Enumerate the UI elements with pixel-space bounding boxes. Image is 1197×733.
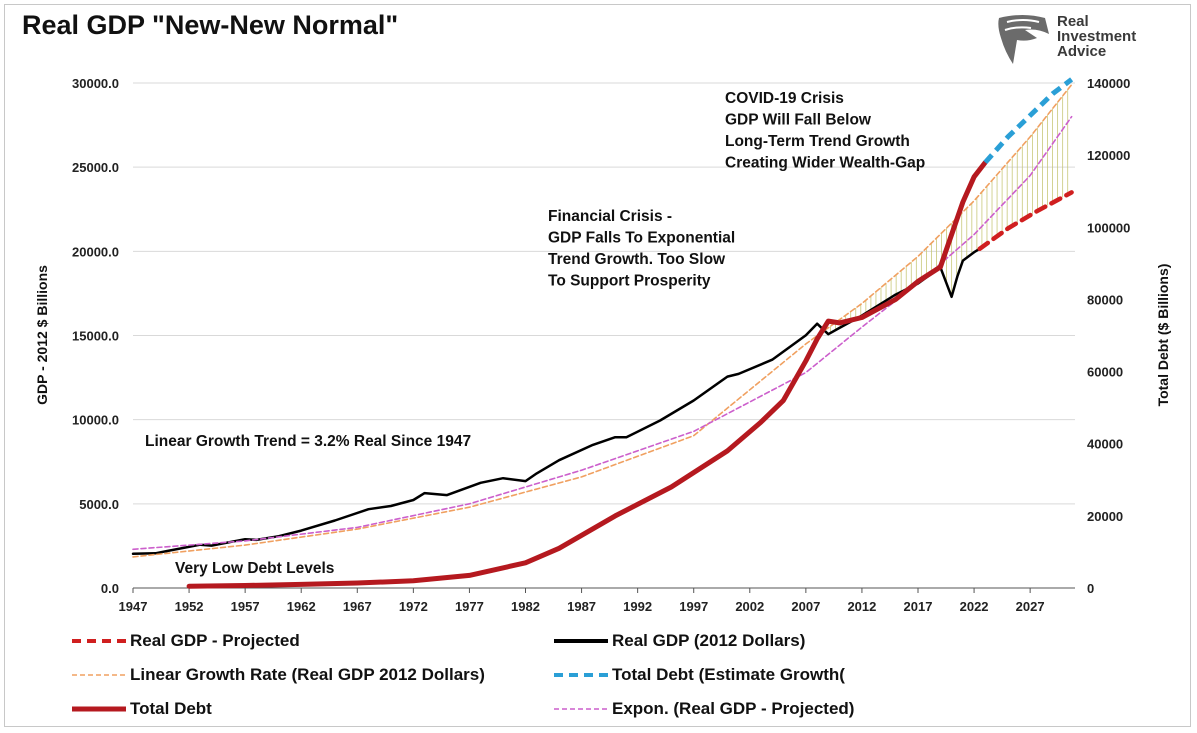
legend-swatch bbox=[72, 639, 126, 643]
series-line-real-gdp-2012-dollars bbox=[131, 247, 981, 556]
annotation-financial: Trend Growth. Too Slow bbox=[548, 251, 726, 268]
y-right-tick-label: 60000 bbox=[1087, 365, 1123, 380]
y-left-tick-label: 25000.0 bbox=[72, 160, 119, 175]
chart-title: Real GDP "New-New Normal" bbox=[22, 10, 399, 40]
legend-swatch bbox=[72, 674, 126, 676]
y-right-tick-label: 80000 bbox=[1087, 292, 1123, 307]
y-right-tick-label: 100000 bbox=[1087, 220, 1130, 235]
x-tick-label: 1987 bbox=[567, 599, 596, 614]
x-tick-label: 2002 bbox=[735, 599, 764, 614]
logo-line-2: Investment bbox=[1057, 28, 1137, 45]
x-tick-label: 2007 bbox=[791, 599, 820, 614]
legend-label: Linear Growth Rate (Real GDP 2012 Dollar… bbox=[130, 665, 485, 684]
legend-swatch bbox=[72, 706, 126, 712]
y-left-tick-label: 15000.0 bbox=[72, 329, 119, 344]
legend-item: Real GDP (2012 Dollars) bbox=[552, 628, 805, 654]
x-tick-label: 2012 bbox=[847, 599, 876, 614]
annotation-financial: GDP Falls To Exponential bbox=[548, 230, 735, 247]
y-right-tick-label: 140000 bbox=[1087, 76, 1130, 91]
legend-swatch bbox=[554, 673, 608, 677]
logo-text: Real Investment Advice bbox=[1057, 14, 1136, 59]
legend-label: Total Debt (Estimate Growth( bbox=[612, 665, 845, 684]
x-tick-label: 2022 bbox=[960, 599, 989, 614]
legend-item: Real GDP - Projected bbox=[70, 628, 300, 654]
legend-swatch bbox=[554, 639, 608, 643]
x-tick-label: 2017 bbox=[904, 599, 933, 614]
legend-label: Total Debt bbox=[130, 699, 212, 718]
legend-item: Linear Growth Rate (Real GDP 2012 Dollar… bbox=[70, 662, 485, 688]
annotation-debt: Very Low Debt Levels bbox=[175, 560, 334, 577]
legend-label: Real GDP (2012 Dollars) bbox=[612, 631, 806, 650]
series-line-total-debt-estimate-growth bbox=[983, 77, 1074, 165]
eagle-head-icon bbox=[998, 15, 1049, 64]
x-tick-label: 1947 bbox=[119, 599, 148, 614]
legend-label: Real GDP - Projected bbox=[130, 631, 300, 650]
legend-label: Expon. (Real GDP - Projected) bbox=[612, 699, 855, 718]
x-tick-label: 1977 bbox=[455, 599, 484, 614]
series-line-real-gdp-projected bbox=[977, 190, 1074, 252]
annotation-covid: Long-Term Trend Growth bbox=[725, 133, 910, 150]
x-tick-label: 1957 bbox=[231, 599, 260, 614]
x-tick-label: 1992 bbox=[623, 599, 652, 614]
y-left-tick-label: 10000.0 bbox=[72, 413, 119, 428]
x-tick-label: 1972 bbox=[399, 599, 428, 614]
x-tick-label: 1952 bbox=[175, 599, 204, 614]
annotation-financial: To Support Prosperity bbox=[548, 273, 711, 290]
series-line-total-debt bbox=[186, 159, 988, 589]
x-tick-label: 2027 bbox=[1016, 599, 1045, 614]
y-left-axis-title: GDP - 2012 $ Billions bbox=[34, 265, 50, 405]
legend-item: Expon. (Real GDP - Projected) bbox=[552, 696, 854, 722]
y-right-axis-title: Total Debt ($ Billions) bbox=[1155, 264, 1171, 407]
chart-frame bbox=[4, 4, 1191, 727]
y-left-tick-label: 5000.0 bbox=[79, 497, 119, 512]
y-left-tick-label: 20000.0 bbox=[72, 244, 119, 259]
legend-swatch bbox=[554, 708, 608, 710]
y-right-tick-label: 120000 bbox=[1087, 148, 1130, 163]
legend-item: Total Debt (Estimate Growth( bbox=[552, 662, 845, 688]
logo-line-3: Advice bbox=[1057, 43, 1107, 60]
series-line-expon-real-gdp-projected bbox=[132, 115, 1073, 551]
series-line-linear-growth-rate-real-gdp-2012-dollars bbox=[132, 83, 1073, 558]
annotation-covid: COVID-19 Crisis bbox=[725, 90, 844, 107]
chart-legend: Real GDP - Projected Real GDP (2012 Dolla… bbox=[70, 628, 1170, 724]
y-right-tick-label: 0 bbox=[1087, 581, 1094, 596]
x-tick-label: 1967 bbox=[343, 599, 372, 614]
y-right-tick-label: 40000 bbox=[1087, 437, 1123, 452]
annotation-covid: Creating Wider Wealth-Gap bbox=[725, 155, 925, 172]
annotation-covid: GDP Will Fall Below bbox=[725, 112, 872, 129]
legend-item: Total Debt bbox=[70, 696, 212, 722]
y-left-tick-label: 30000.0 bbox=[72, 76, 119, 91]
y-right-tick-label: 20000 bbox=[1087, 509, 1123, 524]
annotation-financial: Financial Crisis - bbox=[548, 208, 672, 225]
x-tick-label: 1962 bbox=[287, 599, 316, 614]
logo-line-1: Real bbox=[1057, 13, 1089, 30]
annotation-linear: Linear Growth Trend = 3.2% Real Since 19… bbox=[145, 433, 471, 450]
x-tick-label: 1982 bbox=[511, 599, 540, 614]
x-tick-label: 1997 bbox=[679, 599, 708, 614]
y-left-tick-label: 0.0 bbox=[101, 581, 119, 596]
